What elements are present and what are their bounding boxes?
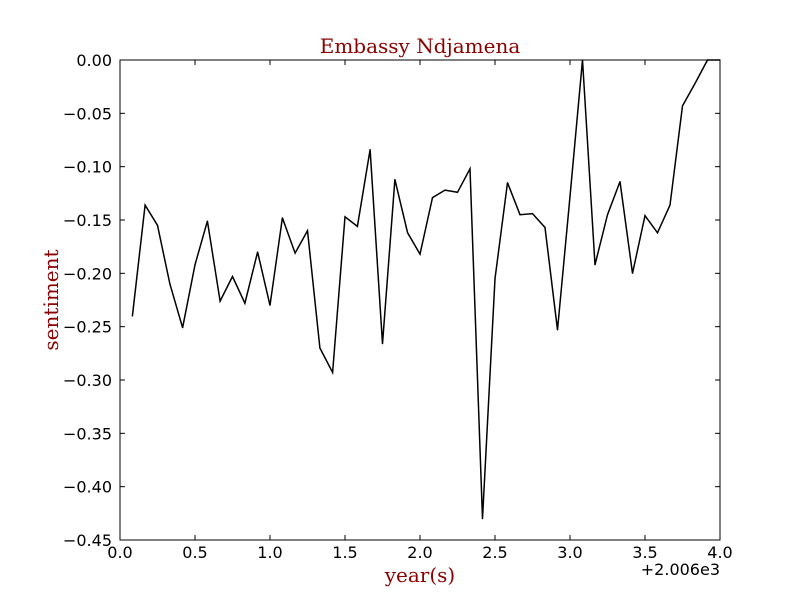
data-point	[269, 304, 271, 306]
data-point	[431, 197, 434, 199]
data-point	[381, 343, 384, 345]
data-point	[281, 217, 283, 219]
data-point	[407, 232, 409, 234]
data-point	[144, 204, 146, 206]
data-point	[169, 283, 171, 285]
data-point	[319, 347, 321, 349]
data-point	[494, 278, 496, 280]
plot-frame	[119, 59, 721, 541]
data-point	[531, 213, 534, 215]
data-point	[231, 275, 234, 278]
x-tick-label: 3.5	[632, 543, 657, 562]
data-point	[332, 371, 334, 374]
data-point	[644, 215, 646, 217]
data-point	[569, 195, 571, 198]
y-tick-label: −0.45	[63, 531, 112, 550]
x-tick-label: 1.5	[332, 543, 357, 562]
data-point	[556, 329, 559, 331]
data-point	[506, 182, 509, 184]
plot-area	[120, 60, 720, 540]
data-point	[444, 189, 446, 191]
x-tick-label: 3.0	[557, 543, 582, 562]
data-point	[294, 252, 296, 254]
data-point	[606, 214, 609, 216]
data-point	[206, 220, 208, 222]
y-tick-label: −0.30	[63, 371, 112, 390]
data-point	[394, 178, 396, 181]
y-tick-label: −0.35	[63, 424, 112, 443]
chart-title: Embassy Ndjamena	[320, 34, 521, 58]
y-tick-label: −0.10	[63, 158, 112, 177]
y-tick-label: −0.20	[63, 264, 112, 283]
ticks-layer: 0.0 0.5 1.0 1.5 2.0 2.5 3.0 3.5 4.0 0.00 −0.05 −0.1…	[63, 51, 733, 562]
data-point	[194, 264, 196, 266]
data-point	[619, 181, 621, 183]
data-point	[656, 232, 659, 234]
data-point	[456, 191, 459, 193]
data-point	[469, 168, 471, 170]
data-point	[244, 302, 246, 304]
data-point	[369, 149, 371, 151]
data-point	[156, 224, 159, 226]
data-point	[356, 225, 358, 227]
x-axis-label: year(s)	[384, 563, 456, 587]
data-point	[594, 264, 596, 266]
data-point	[544, 226, 546, 229]
y-tick-label: −0.05	[63, 104, 112, 123]
x-tick-label: 4.0	[707, 543, 732, 562]
y-tick-label: −0.25	[63, 318, 112, 337]
x-tick-label: 1.0	[257, 543, 282, 562]
data-point	[681, 105, 684, 107]
data-point	[481, 518, 484, 520]
series-line	[131, 59, 720, 519]
data-point	[419, 253, 421, 255]
data-point	[182, 327, 184, 329]
y-tick-label: −0.15	[63, 211, 112, 230]
x-tick-label: 2.0	[407, 543, 432, 562]
data-point	[344, 216, 346, 218]
y-tick-label: 0.00	[76, 51, 112, 70]
data-point	[694, 82, 696, 85]
x-tick-label: 0.5	[182, 543, 207, 562]
data-point	[131, 315, 133, 317]
data-point	[669, 204, 671, 206]
data-point	[257, 251, 259, 253]
data-point	[219, 300, 221, 302]
y-tick-label: −0.40	[63, 478, 112, 497]
data-point	[519, 214, 521, 216]
data-point	[631, 272, 634, 274]
x-tick-label: 0.0	[107, 543, 132, 562]
x-offset-label: +2.006e3	[641, 560, 720, 579]
data-point	[306, 230, 309, 232]
y-axis-label: sentiment	[39, 249, 63, 350]
x-tick-label: 2.5	[482, 543, 507, 562]
